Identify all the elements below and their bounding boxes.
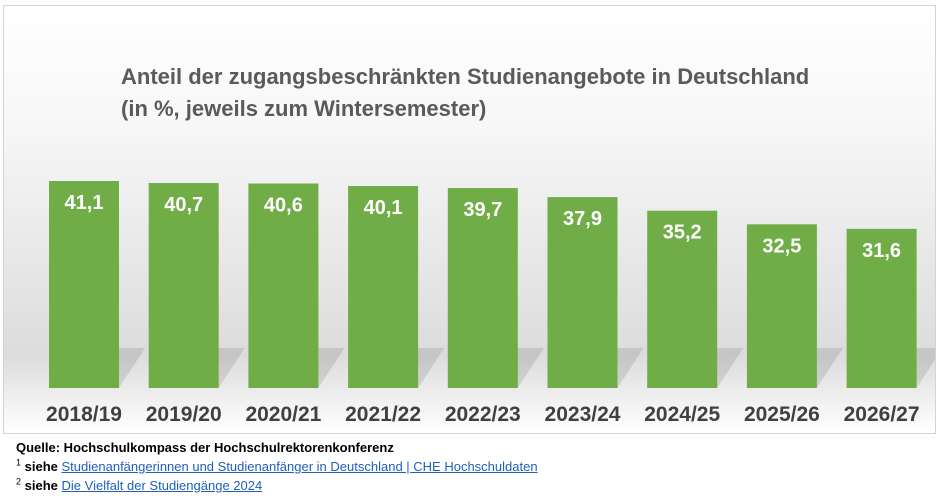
bar-2025/26 [746,224,817,388]
data-label: 41,1 [65,192,104,214]
chart-area: Anteil der zugangsbeschränkten Studienan… [3,5,936,434]
data-label: 40,1 [364,197,403,219]
vielfalt-studiengaenge-link[interactable]: Die Vielfalt der Studiengänge 2024 [61,478,263,493]
data-label: 31,6 [862,240,901,262]
data-label: 40,7 [164,194,203,216]
x-tick-label: 2021/22 [345,403,421,426]
data-labels: 41,1 40,7 40,6 40,1 39,7 37,9 35,2 32,5 31,6 [65,192,902,262]
bars [49,181,917,388]
footnote-label: siehe [24,478,58,493]
bar-2023/24 [547,197,618,388]
data-label: 39,7 [463,199,502,221]
data-label: 40,6 [264,195,303,217]
x-tick-label: 2026/27 [844,403,920,426]
footnote-label: siehe [24,459,58,474]
bar-2021/22 [348,186,419,388]
bar-2019/20 [148,183,219,388]
data-label: 32,5 [762,235,801,257]
x-tick-label: 2022/23 [445,403,521,426]
x-tick-label: 2023/24 [545,403,621,426]
source-text: Quelle: Hochschulkompass der Hochschulre… [16,440,394,455]
bar-2018/19 [49,181,119,388]
chart-title-line-2: (in %, jeweils zum Wintersemester) [121,96,486,121]
bar-chart: Anteil der zugangsbeschränkten Studienan… [46,64,935,426]
chart-footer: Quelle: Hochschulkompass der Hochschulre… [16,438,538,495]
x-tick-label: 2024/25 [644,403,720,426]
data-label: 37,9 [563,208,602,230]
bar-2020/21 [248,183,319,388]
bar-2022/23 [447,188,518,388]
x-tick-label: 2019/20 [146,403,222,426]
bar-2026/27 [846,228,917,388]
footnote-marker: 2 [16,476,22,487]
x-tick-label: 2025/26 [744,403,820,426]
footnote-2: 2 siehe Die Vielfalt der Studiengänge 20… [16,476,538,495]
source-note: Quelle: Hochschulkompass der Hochschulre… [16,438,538,457]
x-axis-tick-labels: 2018/19 2019/20 2020/21 2021/22 2022/23 2023/… [46,403,920,426]
footnote-1: 1 siehe Studienanfängerinnen und Studien… [16,457,538,476]
bar-2024/25 [647,210,718,388]
data-label: 35,2 [663,222,702,244]
footnote-marker: 1 [16,457,22,468]
x-tick-label: 2018/19 [46,403,122,426]
x-tick-label: 2020/21 [245,403,321,426]
chart-title-line-1: Anteil der zugangsbeschränkten Studienan… [121,64,809,89]
che-hochschuldaten-link[interactable]: Studienanfängerinnen und Studienanfänger… [61,459,538,474]
